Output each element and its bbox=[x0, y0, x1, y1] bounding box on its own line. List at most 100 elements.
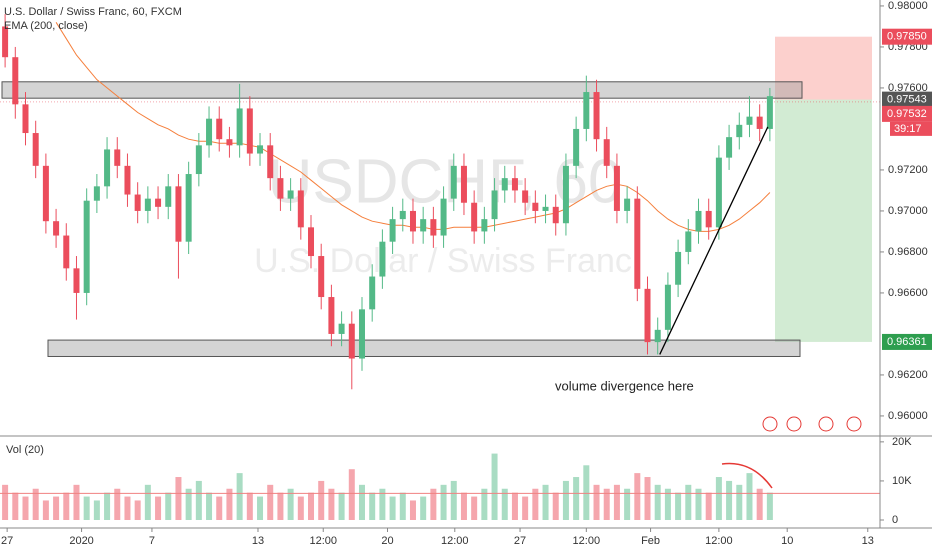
entry-label-box bbox=[882, 91, 932, 108]
y-tick-label: 0.96200 bbox=[888, 369, 928, 381]
volume-bar bbox=[114, 488, 121, 520]
target-label-box bbox=[882, 28, 932, 45]
y-tick-label: 0.96000 bbox=[888, 410, 928, 422]
volume-bar bbox=[562, 480, 569, 520]
x-tick-label: 7 bbox=[149, 535, 155, 547]
volume-bar bbox=[175, 477, 182, 520]
volume-bar bbox=[297, 496, 304, 520]
candle-body bbox=[93, 186, 100, 201]
event-icon bbox=[786, 416, 802, 432]
volume-bar bbox=[766, 492, 773, 520]
volume-bar bbox=[308, 492, 315, 520]
x-tick-label: 13 bbox=[252, 535, 264, 547]
volume-legend: Vol (20) bbox=[6, 444, 44, 456]
candle-body bbox=[654, 329, 661, 343]
volume-bar bbox=[93, 500, 100, 520]
target-zone bbox=[775, 36, 872, 100]
y-tick-label: 0.96600 bbox=[888, 287, 928, 299]
event-icon bbox=[846, 416, 862, 432]
candle-body bbox=[104, 149, 111, 187]
volume-bar bbox=[481, 488, 488, 520]
volume-bar bbox=[12, 492, 19, 520]
volume-bar bbox=[460, 492, 467, 520]
volume-bar bbox=[522, 496, 529, 520]
candle-body bbox=[685, 231, 692, 252]
volume-bar bbox=[430, 488, 437, 520]
volume-bar bbox=[736, 484, 743, 520]
zone bbox=[47, 339, 801, 357]
volume-bar bbox=[746, 473, 753, 520]
x-tick-label: 12:00 bbox=[441, 535, 469, 547]
candle-body bbox=[124, 165, 131, 195]
volume-bar bbox=[389, 496, 396, 520]
y-tick-label: 0.97600 bbox=[888, 82, 928, 94]
volume-bar bbox=[287, 488, 294, 520]
volume-bar bbox=[450, 480, 457, 520]
candle-body bbox=[552, 206, 559, 224]
candle-body bbox=[83, 200, 90, 293]
volume-bar bbox=[409, 500, 416, 520]
candle-body bbox=[134, 194, 141, 211]
volume-bar bbox=[338, 492, 345, 520]
candle-body bbox=[165, 186, 172, 207]
candle-body bbox=[12, 57, 19, 105]
candle-body bbox=[195, 145, 202, 175]
volume-bar bbox=[552, 492, 559, 520]
volume-bar bbox=[532, 488, 539, 520]
y-tick-label: 0.96800 bbox=[888, 246, 928, 258]
divergence-arrow bbox=[721, 462, 773, 489]
last-price-label: 0.97532 bbox=[887, 108, 927, 120]
volume-bar bbox=[440, 484, 447, 520]
volume-bar bbox=[216, 496, 223, 520]
volume-bar bbox=[165, 492, 172, 520]
volume-bar bbox=[491, 453, 498, 520]
candle-body bbox=[613, 165, 620, 211]
volume-bar bbox=[501, 488, 508, 520]
candle-body bbox=[379, 241, 386, 277]
volume-bar bbox=[195, 480, 202, 520]
candle-body bbox=[287, 190, 294, 199]
chart-title: U.S. Dollar / Swiss Franc, 60, FXCM bbox=[4, 6, 182, 18]
candle-body bbox=[695, 210, 702, 232]
event-icons bbox=[762, 416, 862, 432]
candle-body bbox=[481, 219, 488, 232]
volume-bar bbox=[83, 496, 90, 520]
volume-bar bbox=[583, 465, 590, 520]
x-tick-label: Feb bbox=[641, 535, 660, 547]
candle-body bbox=[736, 124, 743, 138]
volume-bar bbox=[185, 488, 192, 520]
volume-bar bbox=[348, 469, 355, 520]
candle-body bbox=[144, 198, 151, 211]
watermark-subtitle: U.S. Dollar / Swiss Franc bbox=[254, 242, 632, 280]
volume-bar bbox=[63, 492, 70, 520]
ema-legend: EMA (200, close) bbox=[4, 20, 88, 32]
volume-bar bbox=[358, 484, 365, 520]
volume-bar bbox=[511, 492, 518, 520]
volume-bar bbox=[634, 473, 641, 520]
volume-bar bbox=[603, 488, 610, 520]
volume-bar bbox=[756, 488, 763, 520]
x-tick-label: 2020 bbox=[69, 535, 93, 547]
volume-bar bbox=[246, 492, 253, 520]
stop-label: 0.96361 bbox=[887, 336, 927, 348]
volume-bar bbox=[144, 484, 151, 520]
volume-bar bbox=[715, 477, 722, 520]
candle-body bbox=[756, 116, 763, 129]
volume-bar bbox=[22, 496, 29, 520]
volume-bar bbox=[277, 492, 284, 520]
candle-body bbox=[715, 157, 722, 228]
candle-body bbox=[348, 323, 355, 359]
y-tick-label: 0.97000 bbox=[888, 205, 928, 217]
candle-body bbox=[440, 198, 447, 236]
candle-body bbox=[532, 202, 539, 211]
candle-body bbox=[726, 137, 733, 158]
candle-body bbox=[216, 118, 223, 140]
target-label: 0.97850 bbox=[887, 31, 927, 43]
x-tick-label: 12:00 bbox=[573, 535, 601, 547]
x-tick-label: 27 bbox=[514, 535, 526, 547]
candle-body bbox=[522, 190, 529, 203]
candle-body bbox=[399, 210, 406, 220]
